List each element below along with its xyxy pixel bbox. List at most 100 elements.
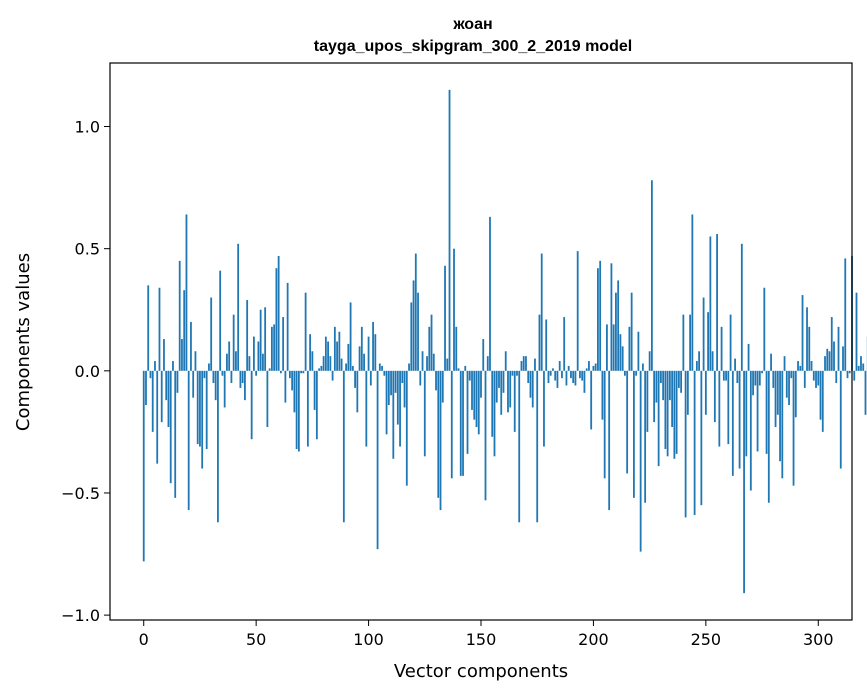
bar-175 [536,370,539,523]
bar-194 [579,370,581,379]
bar-190 [570,370,572,379]
bar-275 [761,370,763,374]
bar-106 [381,365,383,371]
bar-91 [347,343,350,371]
bar-54 [264,307,267,371]
bar-265 [738,370,741,469]
bar-237 [675,370,678,454]
bar-189 [567,365,570,371]
bar-252 [709,236,712,371]
bar-213 [621,346,624,371]
bar-14 [174,370,177,498]
bar-148 [475,370,478,428]
bar-226 [650,180,653,371]
bar-52 [259,309,262,371]
bar-301 [819,370,822,420]
bar-21 [190,321,192,371]
bar-181 [549,370,552,376]
bar-232 [664,370,667,449]
bar-233 [666,370,669,457]
bar-107 [383,370,386,376]
bar-25 [199,370,201,447]
bar-245 [693,370,696,515]
bar-154 [489,216,491,371]
y-tick-label-1: −0.5 [61,484,100,503]
bar-10 [165,370,168,401]
bar-314 [848,370,851,374]
bar-93 [351,365,354,371]
bar-220 [637,331,640,371]
bar-48 [250,370,253,440]
bar-273 [756,370,759,452]
bar-319 [860,356,862,371]
bar-32 [214,370,217,401]
y-axis-label: Components values [13,253,34,431]
bar-111 [392,370,395,459]
bar-234 [668,370,671,401]
bar-113 [396,370,399,425]
bar-13 [172,361,174,371]
bar-131 [437,370,440,498]
bar-8 [160,370,163,423]
bar-165 [513,370,516,432]
bar-145 [468,370,471,381]
bar-157 [495,370,498,403]
bar-205 [603,370,606,479]
bar-23 [194,351,197,371]
bar-156 [493,370,496,457]
bar-66 [291,370,294,391]
bar-108 [385,370,388,435]
bar-134 [444,265,446,371]
bar-172 [529,370,532,398]
bar-72 [304,292,307,371]
bar-137 [450,370,453,479]
bar-242 [686,370,689,415]
bar-290 [794,370,797,418]
bar-120 [412,280,415,371]
bar-282 [776,370,779,415]
bar-22 [192,370,195,398]
bar-9 [163,339,165,371]
bar-193 [576,251,579,371]
bar-149 [477,370,480,435]
bar-270 [749,370,752,491]
chart-subtitle: tayga_upos_skipgram_300_2_2019 model [314,38,632,55]
bar-170 [525,356,527,371]
bar-4 [151,370,154,432]
bar-133 [441,370,444,403]
bar-161 [504,351,507,371]
bar-318 [857,365,860,371]
bar-186 [561,370,563,379]
bar-30 [210,297,213,371]
bar-35 [221,370,224,376]
bar-274 [758,370,761,386]
bar-45 [244,370,246,401]
bar-173 [531,370,534,408]
bar-31 [212,370,215,384]
bar-291 [797,361,799,371]
bar-256 [718,370,721,447]
bar-118 [408,363,410,371]
bar-105 [378,363,381,371]
bar-277 [765,370,768,454]
bar-238 [677,370,680,388]
bar-18 [183,290,186,371]
bar-153 [486,356,489,371]
bar-79 [320,365,323,371]
bar-230 [659,370,662,384]
bar-278 [767,370,770,503]
x-tick-label-0: 0 [139,630,149,649]
bar-125 [423,370,426,457]
bar-269 [747,343,750,371]
x-tick-label-100: 100 [353,630,384,649]
bar-182 [552,368,554,371]
bar-5 [154,361,156,371]
bar-3 [149,370,152,379]
bar-191 [572,370,575,384]
bar-70 [300,370,303,374]
bar-286 [785,370,788,398]
bar-129 [432,353,435,371]
bar-272 [754,370,757,386]
bar-199 [590,370,593,430]
bar-101 [369,370,372,386]
